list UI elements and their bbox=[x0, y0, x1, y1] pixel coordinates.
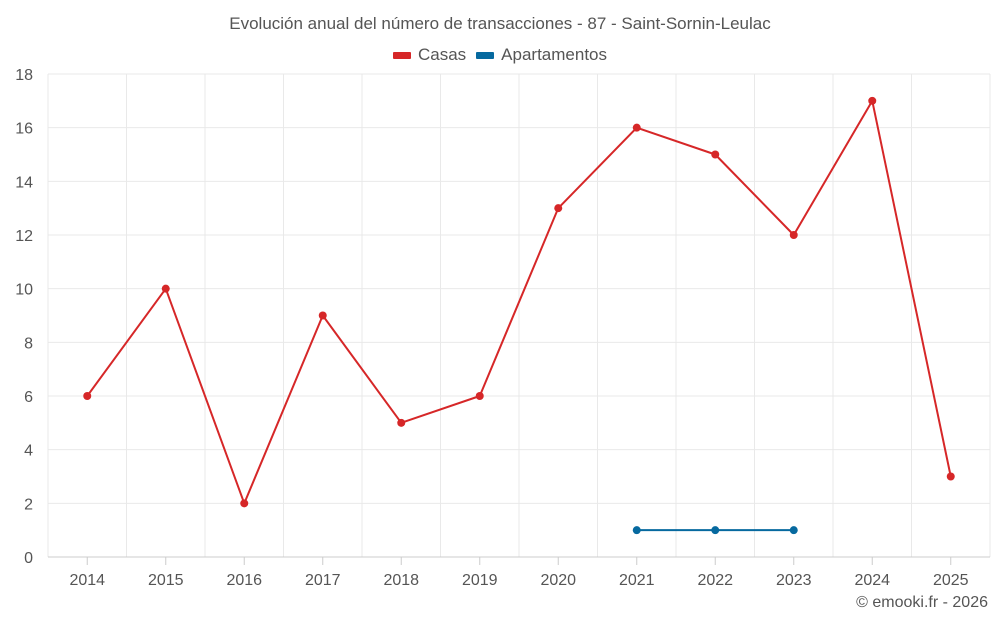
y-tick-label: 10 bbox=[15, 282, 33, 299]
data-point-casas bbox=[632, 123, 641, 132]
legend-swatch-casas bbox=[392, 51, 411, 59]
data-point-apartamentos bbox=[789, 526, 798, 535]
grid-lines bbox=[47, 73, 991, 557]
y-tick-label: 4 bbox=[24, 443, 33, 460]
axes: 0 2 4 6 8 10 12 14 16 18 2014 2015 2016 2017 2018 2019 2… bbox=[15, 67, 990, 589]
y-tick-label: 2 bbox=[24, 496, 33, 513]
legend-item-casas[interactable]: Casas bbox=[392, 45, 467, 65]
legend-label-apartamentos: Apartamentos bbox=[501, 45, 608, 64]
x-tick-label: 2014 bbox=[69, 572, 105, 589]
y-tick-label: 18 bbox=[15, 67, 33, 84]
x-tick-label: 2025 bbox=[933, 572, 969, 589]
data-point-casas bbox=[789, 231, 798, 239]
data-point-casas bbox=[475, 392, 484, 400]
x-tick-label: 2021 bbox=[619, 572, 655, 589]
data-point-casas bbox=[868, 96, 877, 105]
y-tick-label: 16 bbox=[15, 121, 33, 138]
data-point-casas bbox=[318, 311, 327, 320]
data-point-casas bbox=[240, 499, 249, 508]
x-tick-label: 2023 bbox=[776, 572, 812, 589]
y-tick-label: 12 bbox=[15, 228, 33, 245]
x-tick-label: 2016 bbox=[226, 572, 262, 589]
x-tick-label: 2017 bbox=[305, 572, 341, 589]
data-point-apartamentos bbox=[632, 526, 641, 535]
data-point-casas bbox=[946, 472, 955, 481]
y-tick-label: 6 bbox=[24, 389, 33, 406]
series-line-casas bbox=[86, 99, 952, 505]
footer-credit: © emooki.fr - 2026 bbox=[856, 594, 988, 611]
data-point-apartamentos bbox=[711, 526, 720, 535]
x-tick-label: 2020 bbox=[540, 572, 576, 589]
series bbox=[83, 96, 955, 535]
legend-swatch-apartamentos bbox=[476, 51, 495, 59]
x-tick-label: 2024 bbox=[854, 572, 890, 589]
chart-title: Evolución anual del número de transaccio… bbox=[229, 14, 771, 33]
data-point-casas bbox=[711, 150, 720, 159]
x-tick-label: 2022 bbox=[697, 572, 733, 589]
data-point-casas bbox=[554, 204, 563, 213]
x-tick-label: 2019 bbox=[462, 572, 498, 589]
x-tick-label: 2018 bbox=[383, 572, 419, 589]
y-tick-label: 0 bbox=[24, 550, 33, 567]
legend-label-casas: Casas bbox=[417, 45, 467, 64]
data-point-casas bbox=[161, 284, 170, 293]
legend-item-apartamentos[interactable]: Apartamentos bbox=[476, 45, 607, 65]
data-point-casas bbox=[397, 418, 406, 427]
legend: Casas Apartamentos bbox=[0, 45, 1000, 65]
y-tick-label: 8 bbox=[24, 335, 33, 352]
y-tick-label: 14 bbox=[15, 174, 33, 191]
data-point-casas bbox=[83, 392, 92, 400]
x-tick-label: 2015 bbox=[148, 572, 184, 589]
